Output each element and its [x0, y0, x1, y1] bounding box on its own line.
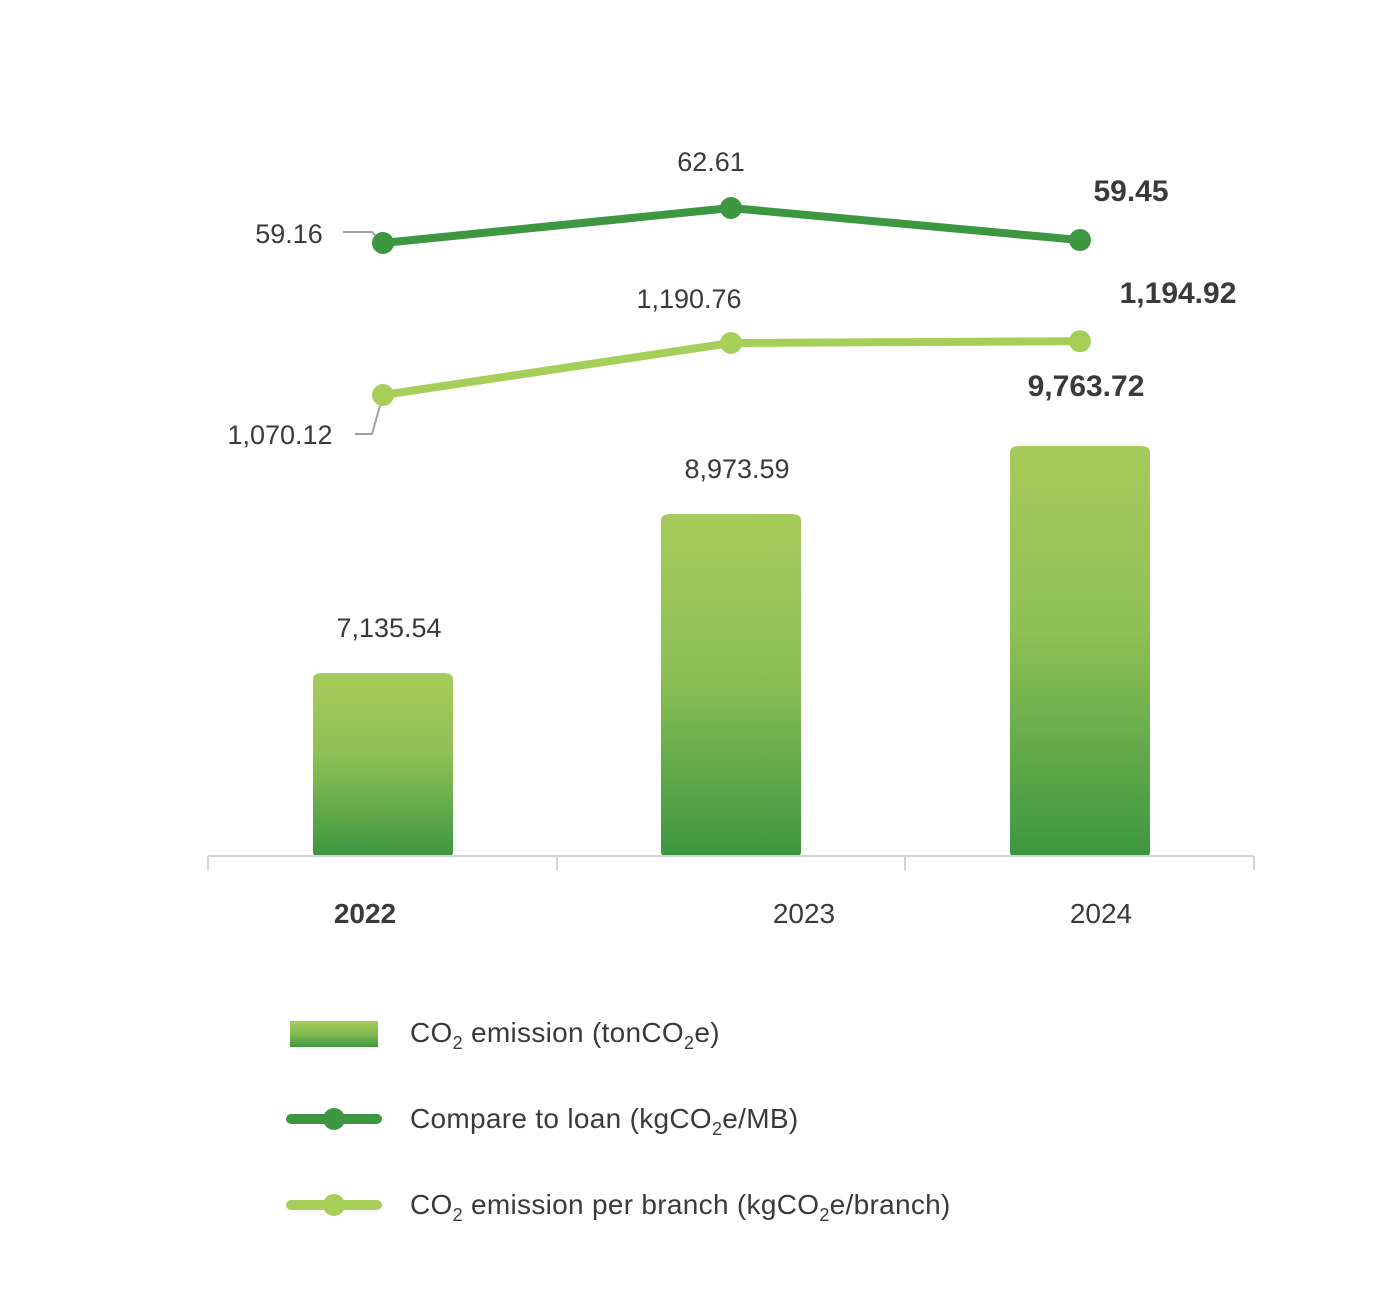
x-tick-label: 2023 [773, 898, 835, 929]
loan-point [372, 232, 394, 254]
x-tick-label: 2024 [1070, 898, 1132, 929]
legend: CO2 emission (tonCO2e) Compare to loan (… [286, 990, 1186, 1248]
x-axis [207, 855, 1255, 870]
bar-value-label: 7,135.54 [336, 613, 441, 643]
bar-value-label: 9,763.72 [1028, 370, 1145, 403]
branch-value-label: 1,194.92 [1120, 277, 1237, 310]
branch-point [720, 332, 742, 354]
lines-layer [372, 197, 1091, 406]
chart-svg: 7,135.54 8,973.59 9,763.72 2022 2023 2024 59.1… [207, 147, 1255, 929]
legend-item-per-branch: CO2 emission per branch (kgCO2e/branch) [286, 1162, 1186, 1248]
loan-value-label: 59.16 [255, 219, 323, 249]
legend-swatch-bar [286, 1013, 382, 1053]
legend-swatch-light-line [286, 1185, 382, 1225]
legend-item-compare-to-loan: Compare to loan (kgCO2e/MB) [286, 1076, 1186, 1162]
bar-value-label: 8,973.59 [684, 454, 789, 484]
legend-swatch-dark-line [286, 1099, 382, 1139]
branch-value-label: 1,190.76 [636, 284, 741, 314]
bar-2022 [313, 673, 453, 856]
legend-label: CO2 emission per branch (kgCO2e/branch) [410, 1189, 951, 1225]
x-tick-label: 2022 [334, 898, 396, 929]
branch-point [1069, 330, 1091, 353]
loan-value-label: 59.45 [1093, 175, 1168, 208]
loan-point [1069, 229, 1091, 252]
bars-layer [313, 446, 1150, 856]
bar-2023 [661, 514, 801, 856]
leader-line-branch [355, 394, 384, 435]
legend-item-co2-emission: CO2 emission (tonCO2e) [286, 990, 1186, 1076]
loan-value-label: 62.61 [677, 147, 745, 177]
legend-label: CO2 emission (tonCO2e) [410, 1017, 720, 1053]
branch-value-label: 1,070.12 [227, 420, 332, 450]
branch-point [372, 384, 394, 406]
legend-label: Compare to loan (kgCO2e/MB) [410, 1103, 799, 1139]
loan-point [720, 197, 742, 219]
bar-2024 [1010, 446, 1150, 856]
labels-layer: 7,135.54 8,973.59 9,763.72 2022 2023 2024 59.1… [227, 147, 1236, 929]
